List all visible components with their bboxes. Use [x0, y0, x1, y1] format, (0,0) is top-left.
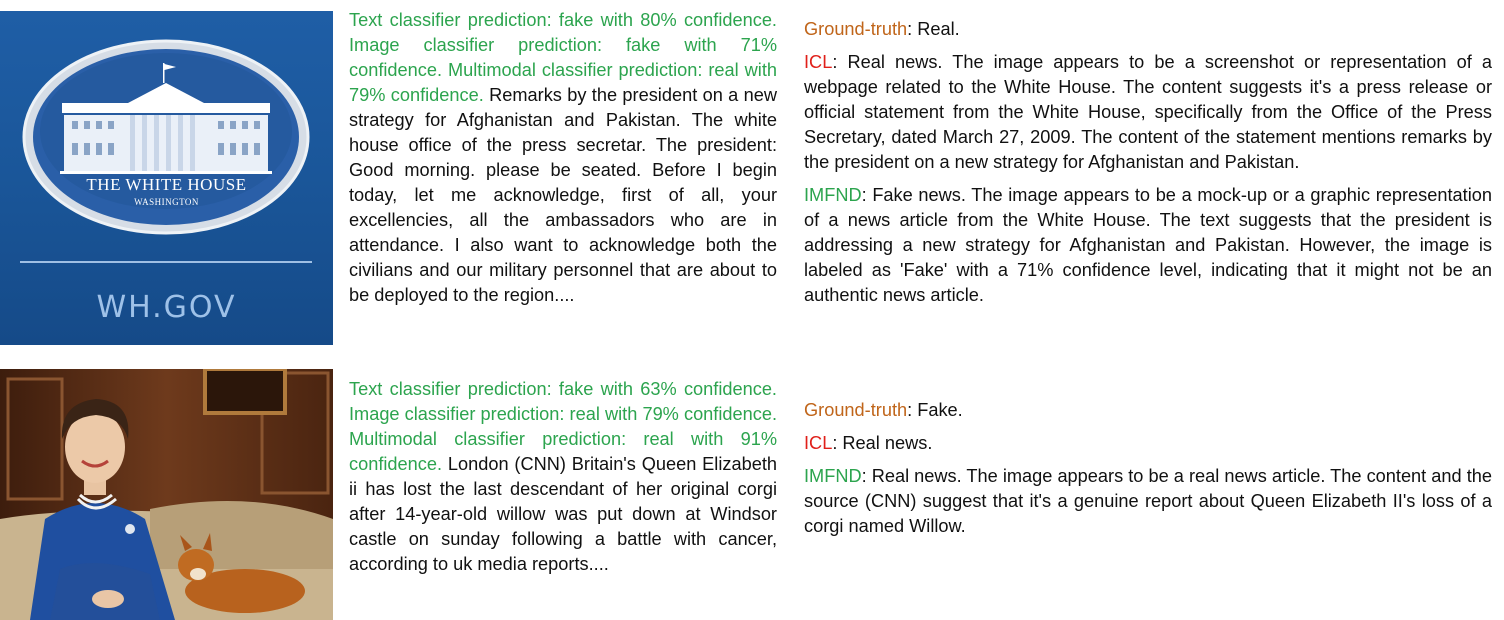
portrait-illustration	[0, 369, 333, 620]
imfnd-text: : Fake news. The image appears to be a m…	[804, 185, 1492, 305]
news-text: London (CNN) Britain's Queen Elizabeth i…	[349, 454, 777, 574]
icl-output: ICL: Real news. The image appears to be …	[804, 50, 1492, 175]
white-house-seal-graphic	[22, 39, 310, 235]
wh-gov-footer: WH.GOV	[96, 290, 237, 325]
imfnd-output: IMFND: Fake news. The image appears to b…	[804, 183, 1492, 308]
ground-truth-value: : Fake.	[907, 400, 963, 420]
icl-text: : Real news. The image appears to be a s…	[804, 52, 1492, 172]
white-house-logo-image: THE WHITE HOUSE WASHINGTON WH.GOV	[0, 11, 333, 345]
model-outputs: Ground-truth: Fake. ICL: Real news. IMFN…	[804, 398, 1492, 547]
ground-truth-line: Ground-truth: Real.	[804, 17, 1492, 42]
imfnd-text: : Real news. The image appears to be a r…	[804, 466, 1492, 536]
example-row-2: Text classifier prediction: fake with 63…	[0, 368, 1504, 620]
input-text-block: Text classifier prediction: fake with 80…	[349, 8, 777, 308]
icl-label: ICL	[804, 52, 833, 72]
divider-line	[20, 261, 312, 263]
queen-portrait-photo	[0, 369, 333, 620]
white-house-subtitle: WASHINGTON	[134, 197, 199, 207]
icl-output: ICL: Real news.	[804, 431, 1492, 456]
classifier-predictions: Text classifier prediction: fake with 80…	[349, 10, 777, 105]
white-house-title: THE WHITE HOUSE	[86, 175, 247, 194]
icl-label: ICL	[804, 433, 833, 453]
icl-text: : Real news.	[832, 433, 933, 453]
example-row-1: THE WHITE HOUSE WASHINGTON WH.GOV Text c…	[0, 8, 1492, 345]
classifier-predictions: Text classifier prediction: fake with 63…	[349, 379, 777, 474]
imfnd-output: IMFND: Real news. The image appears to b…	[804, 464, 1492, 539]
ground-truth-value: : Real.	[907, 19, 960, 39]
ground-truth-label: Ground-truth	[804, 19, 908, 39]
imfnd-label: IMFND	[804, 466, 862, 486]
input-text-block: Text classifier prediction: fake with 63…	[349, 377, 777, 577]
news-text: Remarks by the president on a new strate…	[349, 85, 777, 305]
ground-truth-line: Ground-truth: Fake.	[804, 398, 1492, 423]
ground-truth-label: Ground-truth	[804, 400, 908, 420]
imfnd-label: IMFND	[804, 185, 862, 205]
model-outputs: Ground-truth: Real. ICL: Real news. The …	[804, 17, 1492, 316]
